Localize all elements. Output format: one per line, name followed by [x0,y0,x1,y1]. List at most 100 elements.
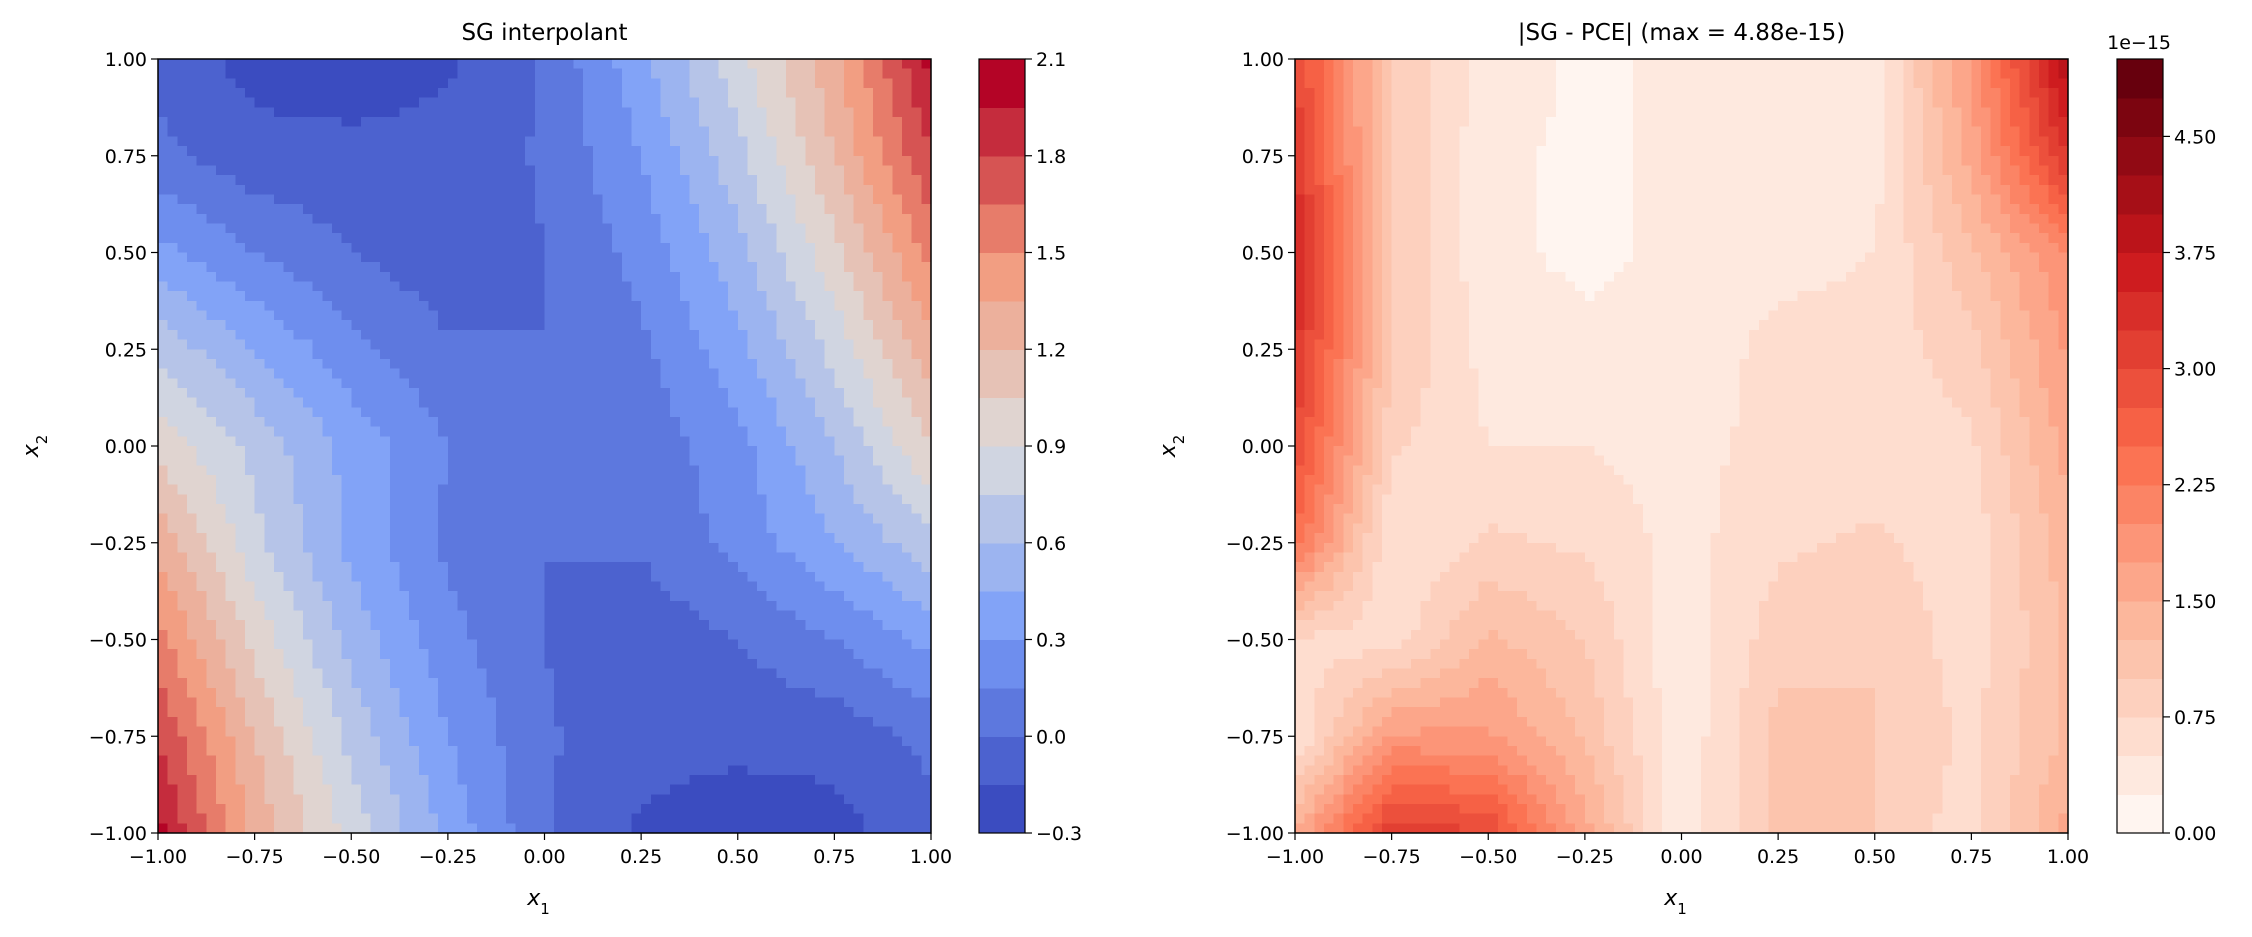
contour-cell [370,252,381,263]
contour-cell [786,165,797,176]
contour-cell [786,407,797,418]
contour-cell [486,504,497,515]
contour-cell [322,107,333,118]
contour-cell [283,639,294,650]
contour-cell [293,542,304,554]
contour-cell [892,262,903,273]
contour-cell [525,88,536,99]
contour-cell [312,416,323,428]
contour-cell [341,358,352,370]
contour-cell [844,136,855,147]
contour-cell [225,300,236,312]
contour-cell [583,649,594,660]
contour-cell [486,68,497,79]
contour-cell [728,620,739,631]
contour-cell [467,484,478,495]
contour-cell [370,562,381,573]
contour-cell [186,223,198,234]
contour-cell [438,155,449,167]
contour-cell [438,358,449,370]
contour-cell [766,562,777,573]
contour-cell [341,649,352,660]
contour-cell [911,620,922,631]
contour-cell [882,513,893,525]
contour-cell [766,397,777,408]
contour-cell [679,562,691,573]
contour-cell [360,533,372,544]
contour-cell [563,184,575,196]
contour-cell [631,475,642,486]
contour-cell [679,194,691,205]
contour-cell [505,78,517,89]
contour-cell [312,358,323,370]
contour-cell [447,387,459,399]
contour-cell [921,504,932,515]
contour-cell [186,339,198,350]
contour-cell [351,484,362,495]
contour-cell [554,446,565,457]
contour-cell [844,59,855,70]
contour-cell [486,300,497,312]
contour-cell [206,300,217,312]
contour-cell [660,97,671,108]
contour-cell [631,387,642,399]
contour-cell [486,242,497,254]
contour-cell [815,300,826,312]
contour-cell [660,155,671,167]
contour-cell [254,107,265,118]
contour-cell [612,397,623,408]
contour-cell [534,126,546,138]
contour-cell [747,639,758,650]
contour-cell [380,281,391,292]
contour-cell [718,78,729,89]
contour-cell [554,329,565,341]
contour-cell [438,262,449,273]
contour-cell [186,465,198,476]
contour-cell [206,310,217,321]
contour-cell [902,504,913,515]
contour-cell [196,446,207,457]
contour-cell [467,378,478,389]
contour-cell [573,416,584,428]
contour-cell [505,378,517,389]
contour-cell [689,494,700,505]
contour-cell [892,562,903,573]
contour-cell [225,513,236,525]
contour-cell [766,233,777,244]
contour-cell [293,552,304,563]
contour-cell [331,136,343,147]
contour-cell [699,542,710,554]
contour-cell [670,291,681,302]
contour-cell [554,358,565,370]
contour-cell [554,281,565,292]
contour-cell [621,455,633,466]
contour-cell [399,233,410,244]
contour-cell [167,223,178,234]
contour-cell [409,426,420,437]
contour-cell [370,610,381,621]
contour-cell [515,88,526,99]
contour-cell [650,136,662,147]
contour-cell [747,600,758,612]
contour-cell [534,446,546,457]
contour-cell [215,368,227,379]
contour-cell [621,620,633,631]
contour-cell [660,329,671,341]
contour-cell [293,368,304,379]
contour-cell [786,455,797,466]
contour-cell [631,629,642,641]
contour-cell [235,494,246,505]
contour-cell [563,581,575,592]
contour-cell [631,78,642,89]
contour-cell [515,262,526,273]
contour-cell [409,504,420,515]
contour-cell [158,184,169,196]
contour-cell [544,68,555,79]
contour-cell [206,610,217,621]
contour-cell [467,446,478,457]
contour-cell [525,281,536,292]
contour-cell [795,416,806,428]
contour-cell [457,416,468,428]
contour-cell [921,455,932,466]
contour-cell [902,233,913,244]
